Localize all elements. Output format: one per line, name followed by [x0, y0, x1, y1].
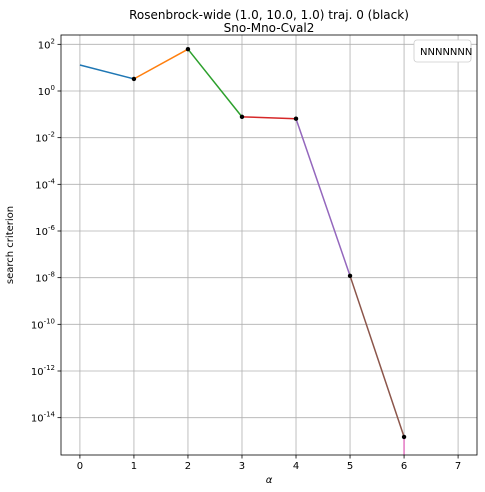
y-tick-label: 10-2 — [35, 131, 55, 145]
y-tick-base: 10 — [31, 367, 44, 378]
series-segment-3 — [241, 116, 297, 120]
y-tick-base: 10 — [31, 320, 44, 331]
series-segment-1 — [133, 48, 189, 80]
y-tick-label: 10-6 — [35, 224, 55, 238]
x-tick-label: 7 — [455, 461, 461, 472]
data-point-2 — [185, 46, 191, 52]
y-tick-base: 10 — [35, 227, 48, 238]
y-tick-exponent: 2 — [51, 37, 55, 45]
y-tick-exponent: -2 — [48, 131, 55, 139]
legend-box — [413, 39, 472, 63]
y-tick-exponent: -12 — [44, 364, 55, 372]
series-segment-5 — [349, 275, 405, 438]
x-tick-label: 0 — [77, 461, 83, 472]
chart-subtitle: Sno-Mno-Cval2 — [224, 21, 315, 35]
data-point-5 — [347, 273, 353, 279]
x-tick-label: 5 — [347, 461, 353, 472]
x-tick-label: 2 — [185, 461, 191, 472]
y-tick-label: 10-12 — [31, 364, 55, 378]
x-tick-label: 6 — [401, 461, 407, 472]
plot-frame — [60, 34, 478, 456]
y-tick-exponent: 0 — [51, 84, 55, 92]
y-tick-label: 102 — [38, 37, 55, 51]
y-tick-base: 10 — [35, 134, 48, 145]
series-segment-4 — [295, 118, 351, 277]
x-tick-label: 4 — [293, 461, 299, 472]
y-tick-label: 10-8 — [35, 271, 55, 285]
y-tick-label: 10-4 — [35, 177, 55, 191]
y-tick-exponent: -8 — [48, 271, 55, 279]
y-tick-base: 10 — [35, 180, 48, 191]
data-point-1 — [131, 76, 137, 82]
series-markers — [131, 46, 407, 440]
grid — [61, 35, 477, 455]
x-tick-label: 3 — [239, 461, 245, 472]
x-axis-label: α — [266, 475, 273, 486]
y-tick-label: 10-10 — [31, 317, 55, 331]
y-tick-base: 10 — [38, 40, 51, 51]
y-tick-base: 10 — [35, 274, 48, 285]
y-tick-label: 100 — [38, 84, 55, 98]
y-tick-exponent: -6 — [48, 224, 56, 232]
y-tick-exponent: -14 — [44, 411, 56, 419]
data-point-6 — [401, 434, 407, 440]
y-tick-base: 10 — [31, 414, 44, 425]
legend-label: NNNNNNN — [420, 47, 472, 58]
y-tick-base: 10 — [38, 87, 51, 98]
series-lines — [79, 48, 405, 455]
y-tick-exponent: -10 — [44, 317, 55, 325]
series-segment-0 — [79, 64, 135, 80]
x-axis-ticks: 0 1 2 3 4 5 6 7 — [77, 455, 461, 472]
y-axis-label: search criterion — [5, 206, 16, 284]
legend: NNNNNNN — [413, 39, 472, 63]
chart-title: Rosenbrock-wide (1.0, 10.0, 1.0) traj. 0… — [129, 8, 409, 22]
y-tick-label: 10-14 — [31, 411, 56, 425]
y-tick-exponent: -4 — [48, 177, 56, 185]
data-point-3 — [239, 114, 245, 120]
series-segment-2 — [187, 48, 243, 118]
data-point-4 — [293, 116, 299, 121]
x-tick-label: 1 — [131, 461, 137, 472]
